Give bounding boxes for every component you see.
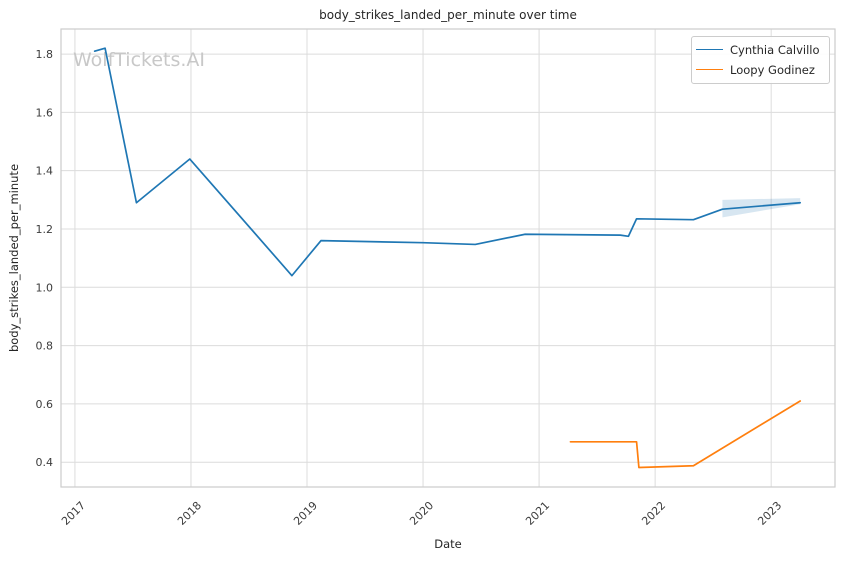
- y-tick-label: 0.4: [36, 456, 54, 469]
- legend-label: Cynthia Calvillo: [730, 42, 820, 57]
- x-tick-label: 2023: [755, 499, 784, 528]
- x-tick-label: 2022: [639, 499, 668, 528]
- chart-title: body_strikes_landed_per_minute over time: [319, 8, 577, 22]
- y-tick-label: 0.8: [36, 340, 54, 353]
- legend-item: Loopy Godinez: [696, 61, 820, 78]
- y-tick-label: 1.0: [36, 281, 54, 294]
- x-axis-label: Date: [434, 537, 462, 551]
- legend-line-swatch-orange: [696, 69, 723, 70]
- legend-label: Loopy Godinez: [730, 62, 815, 77]
- confidence-band: [722, 198, 801, 218]
- y-tick-label: 0.6: [36, 398, 54, 411]
- watermark: WolfTickets.AI: [73, 49, 205, 71]
- y-tick-label: 1.4: [36, 165, 54, 178]
- legend-item: Cynthia Calvillo: [696, 41, 820, 58]
- series-line-loopy-godinez: [569, 400, 802, 469]
- plot-border: [60, 28, 836, 488]
- y-tick-label: 1.2: [36, 223, 54, 236]
- y-axis-label: body_strikes_landed_per_minute: [7, 163, 21, 353]
- legend: Cynthia Calvillo Loopy Godinez: [691, 36, 830, 84]
- y-tick-label: 1.6: [36, 106, 54, 119]
- y-tick-label: 1.8: [36, 48, 54, 61]
- x-tick-label: 2021: [523, 499, 552, 528]
- legend-line-swatch-blue: [696, 49, 723, 50]
- x-tick-label: 2019: [291, 499, 320, 528]
- x-tick-label: 2017: [59, 499, 88, 528]
- x-tick-label: 2020: [407, 499, 436, 528]
- x-tick-label: 2018: [175, 499, 204, 528]
- series-line-cynthia-calvillo: [93, 47, 802, 277]
